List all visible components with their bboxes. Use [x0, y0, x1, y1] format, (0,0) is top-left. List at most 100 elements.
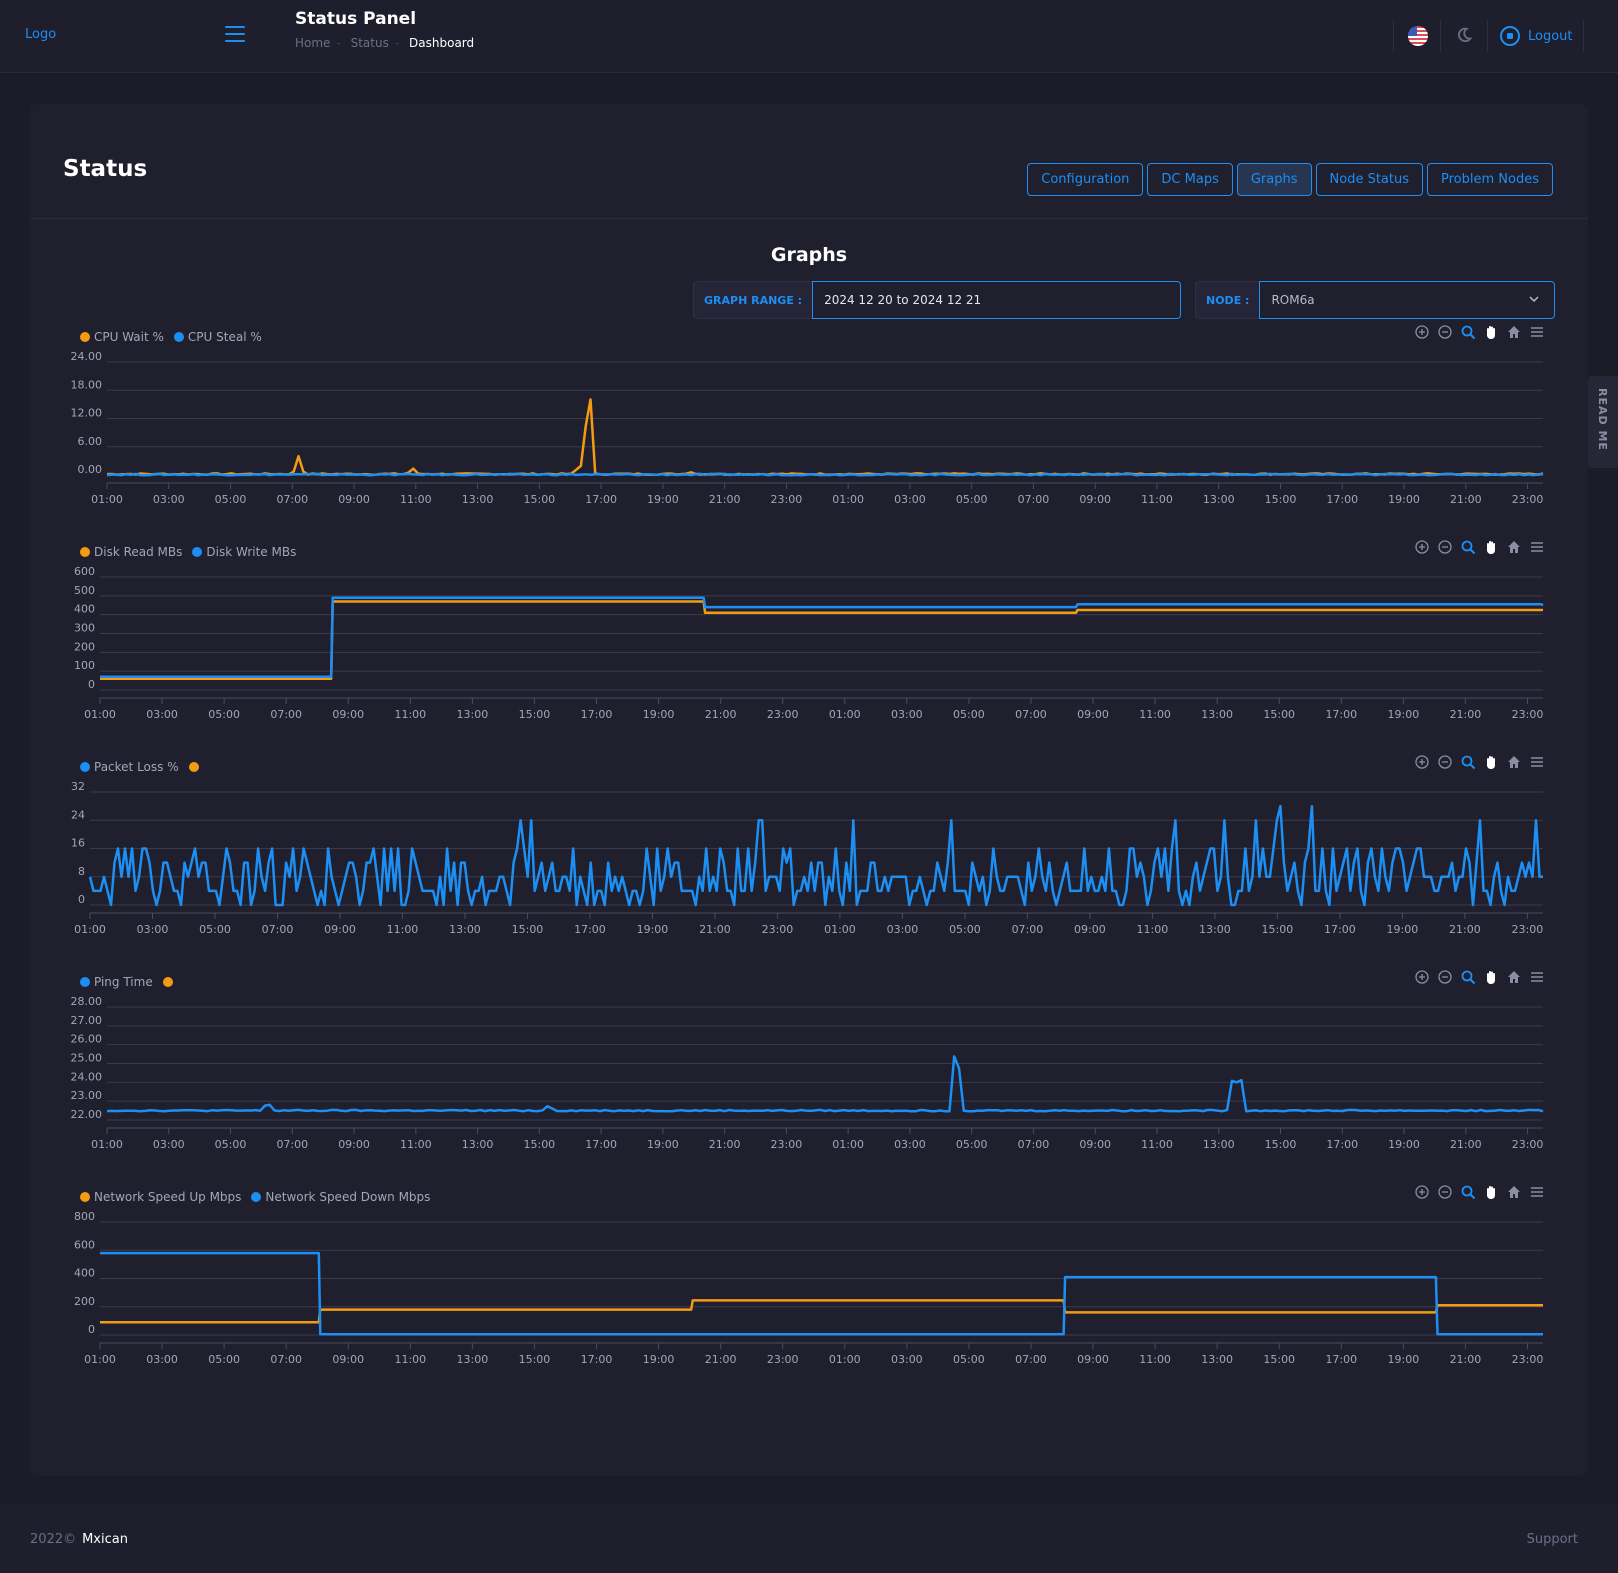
chart-toolbar: [1414, 539, 1545, 555]
x-tick-label: 01:00: [832, 493, 864, 506]
tab-dc-maps[interactable]: DC Maps: [1147, 163, 1233, 196]
zoom-out-icon[interactable]: [1437, 754, 1453, 770]
x-tick-label: 19:00: [647, 1138, 679, 1151]
home-icon[interactable]: [1506, 539, 1522, 555]
x-tick-label: 13:00: [462, 493, 494, 506]
header-divider: [1487, 20, 1488, 52]
legend-item[interactable]: [188, 760, 203, 774]
magnifier-icon[interactable]: [1460, 539, 1476, 555]
chart-plot: 32 24 16 8 0 01:00 03:00 05:00 07:00 09:00 11:00 13…: [71, 780, 1543, 936]
x-tick-label: 19:00: [643, 708, 675, 721]
x-tick-label: 01:00: [91, 1138, 123, 1151]
y-tick-label: 27.00: [71, 1014, 103, 1027]
menu-icon[interactable]: [1529, 969, 1545, 985]
magnifier-icon[interactable]: [1460, 1184, 1476, 1200]
y-tick-label: 23.00: [71, 1089, 103, 1102]
legend-item[interactable]: [162, 975, 177, 989]
pan-hand-icon[interactable]: [1483, 1184, 1499, 1200]
x-tick-label: 07:00: [1018, 1138, 1050, 1151]
y-tick-label: 6.00: [78, 435, 103, 448]
zoom-out-icon[interactable]: [1437, 539, 1453, 555]
menu-icon[interactable]: [1529, 754, 1545, 770]
node-select[interactable]: ROM6a: [1259, 281, 1556, 319]
zoom-out-icon[interactable]: [1437, 324, 1453, 340]
breadcrumb-home[interactable]: Home: [295, 36, 331, 50]
legend-label: Ping Time: [94, 975, 153, 989]
x-tick-label: 11:00: [1141, 493, 1173, 506]
menu-icon[interactable]: [1529, 539, 1545, 555]
x-tick-label: 07:00: [1018, 493, 1050, 506]
x-tick-label: 23:00: [1512, 1353, 1544, 1366]
home-icon[interactable]: [1506, 754, 1522, 770]
y-tick-label: 25.00: [71, 1052, 103, 1065]
x-tick-label: 21:00: [709, 493, 741, 506]
breadcrumb-status[interactable]: Status: [350, 36, 389, 50]
zoom-in-icon[interactable]: [1414, 1184, 1430, 1200]
logout-button[interactable]: Logout: [1500, 26, 1573, 46]
tab-node-status[interactable]: Node Status: [1315, 163, 1424, 196]
x-tick-label: 09:00: [1077, 1353, 1109, 1366]
menu-icon[interactable]: [1529, 1184, 1545, 1200]
magnifier-icon[interactable]: [1460, 969, 1476, 985]
x-tick-label: 03:00: [153, 1138, 185, 1151]
y-tick-label: 12.00: [71, 407, 103, 420]
x-tick-label: 19:00: [1387, 923, 1419, 936]
x-tick-label: 07:00: [262, 923, 294, 936]
zoom-in-icon[interactable]: [1414, 969, 1430, 985]
zoom-in-icon[interactable]: [1414, 324, 1430, 340]
x-tick-label: 19:00: [643, 1353, 675, 1366]
graph-range-input[interactable]: 2024 12 20 to 2024 12 21: [812, 281, 1182, 319]
readme-tab[interactable]: READ ME: [1588, 376, 1618, 468]
series-line-1: [106, 398, 1544, 476]
us-flag-icon[interactable]: [1408, 26, 1428, 46]
x-tick-label: 15:00: [512, 923, 544, 936]
x-tick-label: 19:00: [1388, 493, 1420, 506]
logo[interactable]: Logo: [25, 27, 57, 42]
legend-item[interactable]: CPU Steal %: [173, 330, 262, 344]
zoom-in-icon[interactable]: [1414, 539, 1430, 555]
legend-label: Disk Read MBs: [94, 545, 183, 559]
series-line-2: [106, 472, 1544, 477]
zoom-out-icon[interactable]: [1437, 969, 1453, 985]
legend-item[interactable]: Network Speed Up Mbps: [80, 1190, 241, 1204]
magnifier-icon[interactable]: [1460, 324, 1476, 340]
x-tick-label: 21:00: [1450, 1138, 1482, 1151]
zoom-in-icon[interactable]: [1414, 754, 1430, 770]
x-tick-label: 05:00: [215, 1138, 247, 1151]
support-link[interactable]: Support: [1526, 1532, 1578, 1547]
legend-label: CPU Wait %: [94, 330, 164, 344]
x-tick-label: 11:00: [1139, 708, 1171, 721]
card-divider: [30, 218, 1588, 219]
tab-configuration[interactable]: Configuration: [1027, 163, 1144, 196]
moon-icon[interactable]: [1455, 26, 1473, 44]
company-name[interactable]: Mxican: [82, 1532, 128, 1547]
pan-hand-icon[interactable]: [1483, 969, 1499, 985]
tab-graphs[interactable]: Graphs: [1236, 163, 1312, 196]
zoom-out-icon[interactable]: [1437, 1184, 1453, 1200]
legend-item[interactable]: Packet Loss %: [80, 760, 179, 774]
x-tick-label: 03:00: [891, 708, 923, 721]
tab-problem-nodes[interactable]: Problem Nodes: [1427, 163, 1553, 196]
pan-hand-icon[interactable]: [1483, 324, 1499, 340]
hamburger-menu-icon[interactable]: [225, 26, 245, 44]
pan-hand-icon[interactable]: [1483, 754, 1499, 770]
x-tick-label: 15:00: [523, 1138, 555, 1151]
home-icon[interactable]: [1506, 1184, 1522, 1200]
pan-hand-icon[interactable]: [1483, 539, 1499, 555]
x-tick-label: 01:00: [832, 1138, 864, 1151]
legend-item[interactable]: CPU Wait %: [80, 330, 164, 344]
home-icon[interactable]: [1506, 969, 1522, 985]
x-tick-label: 13:00: [462, 1138, 494, 1151]
home-icon[interactable]: [1506, 324, 1522, 340]
legend-item[interactable]: Disk Read MBs: [80, 545, 182, 559]
y-tick-label: 24.00: [71, 1070, 103, 1083]
legend-item[interactable]: Ping Time: [80, 975, 153, 989]
x-tick-label: 15:00: [1265, 493, 1297, 506]
x-tick-label: 11:00: [1141, 1138, 1173, 1151]
magnifier-icon[interactable]: [1460, 754, 1476, 770]
menu-icon[interactable]: [1529, 324, 1545, 340]
x-tick-label: 13:00: [1201, 708, 1233, 721]
chart-5: Network Speed Up Mbps Network Speed Down …: [70, 1185, 1550, 1400]
legend-item[interactable]: Network Speed Down Mbps: [251, 1190, 430, 1204]
legend-item[interactable]: Disk Write MBs: [192, 545, 296, 559]
